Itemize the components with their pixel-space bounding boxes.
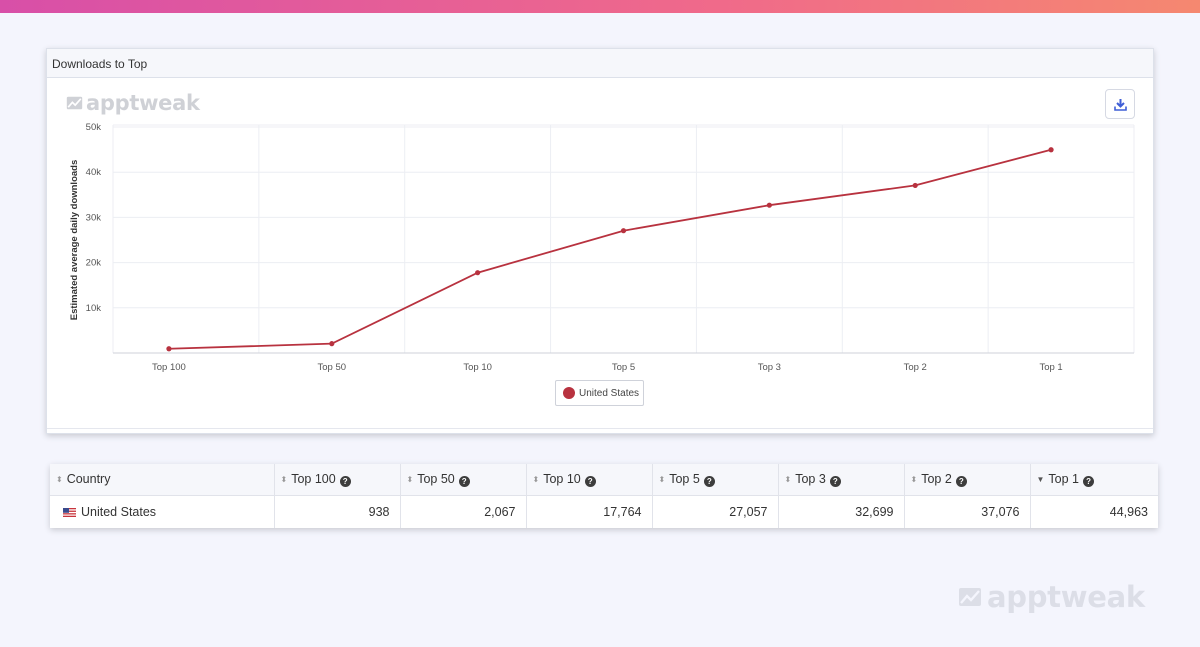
downloads-line-chart: 10k 20k 30k 40k 50k Top 100 Top 50 Top 10 Top 5 T…	[69, 122, 1135, 373]
panel-divider	[47, 428, 1153, 429]
data-point	[766, 202, 772, 208]
sort-icon: ⬍	[658, 474, 666, 484]
column-header-country[interactable]: ⬍ Country	[50, 464, 275, 496]
column-header-top-3[interactable]: ⬍ Top 3?	[778, 464, 905, 496]
downloads-table: ⬍ Country ⬍ Top 100? ⬍ Top 50? ⬍ Top 10? ⬍ To…	[50, 464, 1158, 528]
x-tick-label: Top 3	[758, 362, 781, 373]
downloads-to-top-panel: Downloads to Top apptweak 10k 20k 30k 40k 50…	[46, 48, 1154, 434]
help-icon[interactable]: ?	[829, 475, 841, 487]
panel-title: Downloads to Top	[47, 49, 1153, 78]
column-header-top-2[interactable]: ⬍ Top 2?	[904, 464, 1031, 496]
legend-dot	[563, 387, 575, 399]
data-point	[166, 346, 172, 352]
legend-label: United States	[579, 387, 640, 399]
help-icon[interactable]: ?	[955, 475, 967, 487]
help-icon[interactable]: ?	[703, 475, 715, 487]
x-tick-label: Top 50	[318, 362, 347, 373]
value-cell-top-3: 32,699	[778, 495, 905, 528]
value-cell-top-2: 37,076	[904, 495, 1031, 528]
y-tick-label: 40k	[86, 167, 102, 178]
x-tick-label: Top 100	[152, 362, 186, 373]
data-point	[475, 270, 481, 276]
sort-descending-icon: ▼	[1036, 474, 1045, 484]
x-tick-label: Top 2	[904, 362, 927, 373]
apptweak-wordmark: apptweak	[987, 580, 1145, 614]
sort-icon: ⬍	[406, 474, 414, 484]
sort-icon: ⬍	[910, 474, 918, 484]
apptweak-logo-icon	[66, 96, 83, 110]
sort-icon: ⬍	[56, 475, 63, 485]
sort-icon: ⬍	[784, 474, 792, 484]
data-point	[329, 341, 335, 347]
table-row: United States 938 2,067 17,764 27,057 32…	[50, 495, 1158, 528]
value-cell-top-5: 27,057	[652, 495, 779, 528]
y-tick-label: 30k	[86, 212, 102, 223]
data-point	[620, 228, 627, 234]
x-tick-label: Top 5	[612, 362, 635, 373]
y-tick-label: 50k	[86, 122, 102, 133]
apptweak-watermark: apptweak	[66, 91, 200, 115]
x-tick-label: Top 10	[463, 362, 492, 373]
value-cell-top-100: 938	[274, 495, 401, 528]
help-icon[interactable]: ?	[458, 475, 470, 487]
column-header-top-1[interactable]: ▼ Top 1?	[1030, 464, 1158, 496]
column-header-top-10[interactable]: ⬍ Top 10?	[526, 464, 653, 496]
y-tick-label: 20k	[86, 258, 102, 269]
apptweak-logo-icon	[959, 588, 981, 606]
help-icon[interactable]: ?	[1083, 475, 1095, 487]
table-header-row: ⬍ Country ⬍ Top 100? ⬍ Top 50? ⬍ Top 10? ⬍ To…	[50, 464, 1158, 496]
data-point	[912, 182, 918, 189]
data-point	[1048, 147, 1054, 153]
apptweak-page-watermark: apptweak	[958, 580, 1145, 614]
sort-icon: ⬍	[280, 474, 288, 484]
column-header-top-5[interactable]: ⬍ Top 5?	[652, 464, 779, 496]
country-cell[interactable]: United States	[50, 495, 275, 528]
download-chart-button[interactable]	[1105, 89, 1135, 119]
sort-icon: ⬍	[532, 474, 540, 484]
help-icon[interactable]: ?	[584, 475, 596, 487]
column-header-top-100[interactable]: ⬍ Top 100?	[274, 464, 401, 496]
y-tick-label: 10k	[86, 303, 102, 314]
apptweak-wordmark: apptweak	[86, 91, 200, 115]
help-icon[interactable]: ?	[339, 475, 351, 487]
x-tick-label: Top 1	[1039, 362, 1062, 373]
column-header-top-50[interactable]: ⬍ Top 50?	[400, 464, 527, 496]
value-cell-top-10: 17,764	[526, 495, 653, 528]
brand-gradient-bar	[0, 0, 1200, 13]
value-cell-top-50: 2,067	[400, 495, 527, 528]
series-line	[168, 148, 1052, 350]
chart-legend-item[interactable]: United States	[555, 380, 644, 406]
value-cell-top-1: 44,963	[1109, 504, 1148, 519]
y-axis-label: Estimated average daily downloads	[69, 160, 80, 321]
download-icon	[1113, 98, 1127, 111]
us-flag-icon	[63, 507, 76, 517]
